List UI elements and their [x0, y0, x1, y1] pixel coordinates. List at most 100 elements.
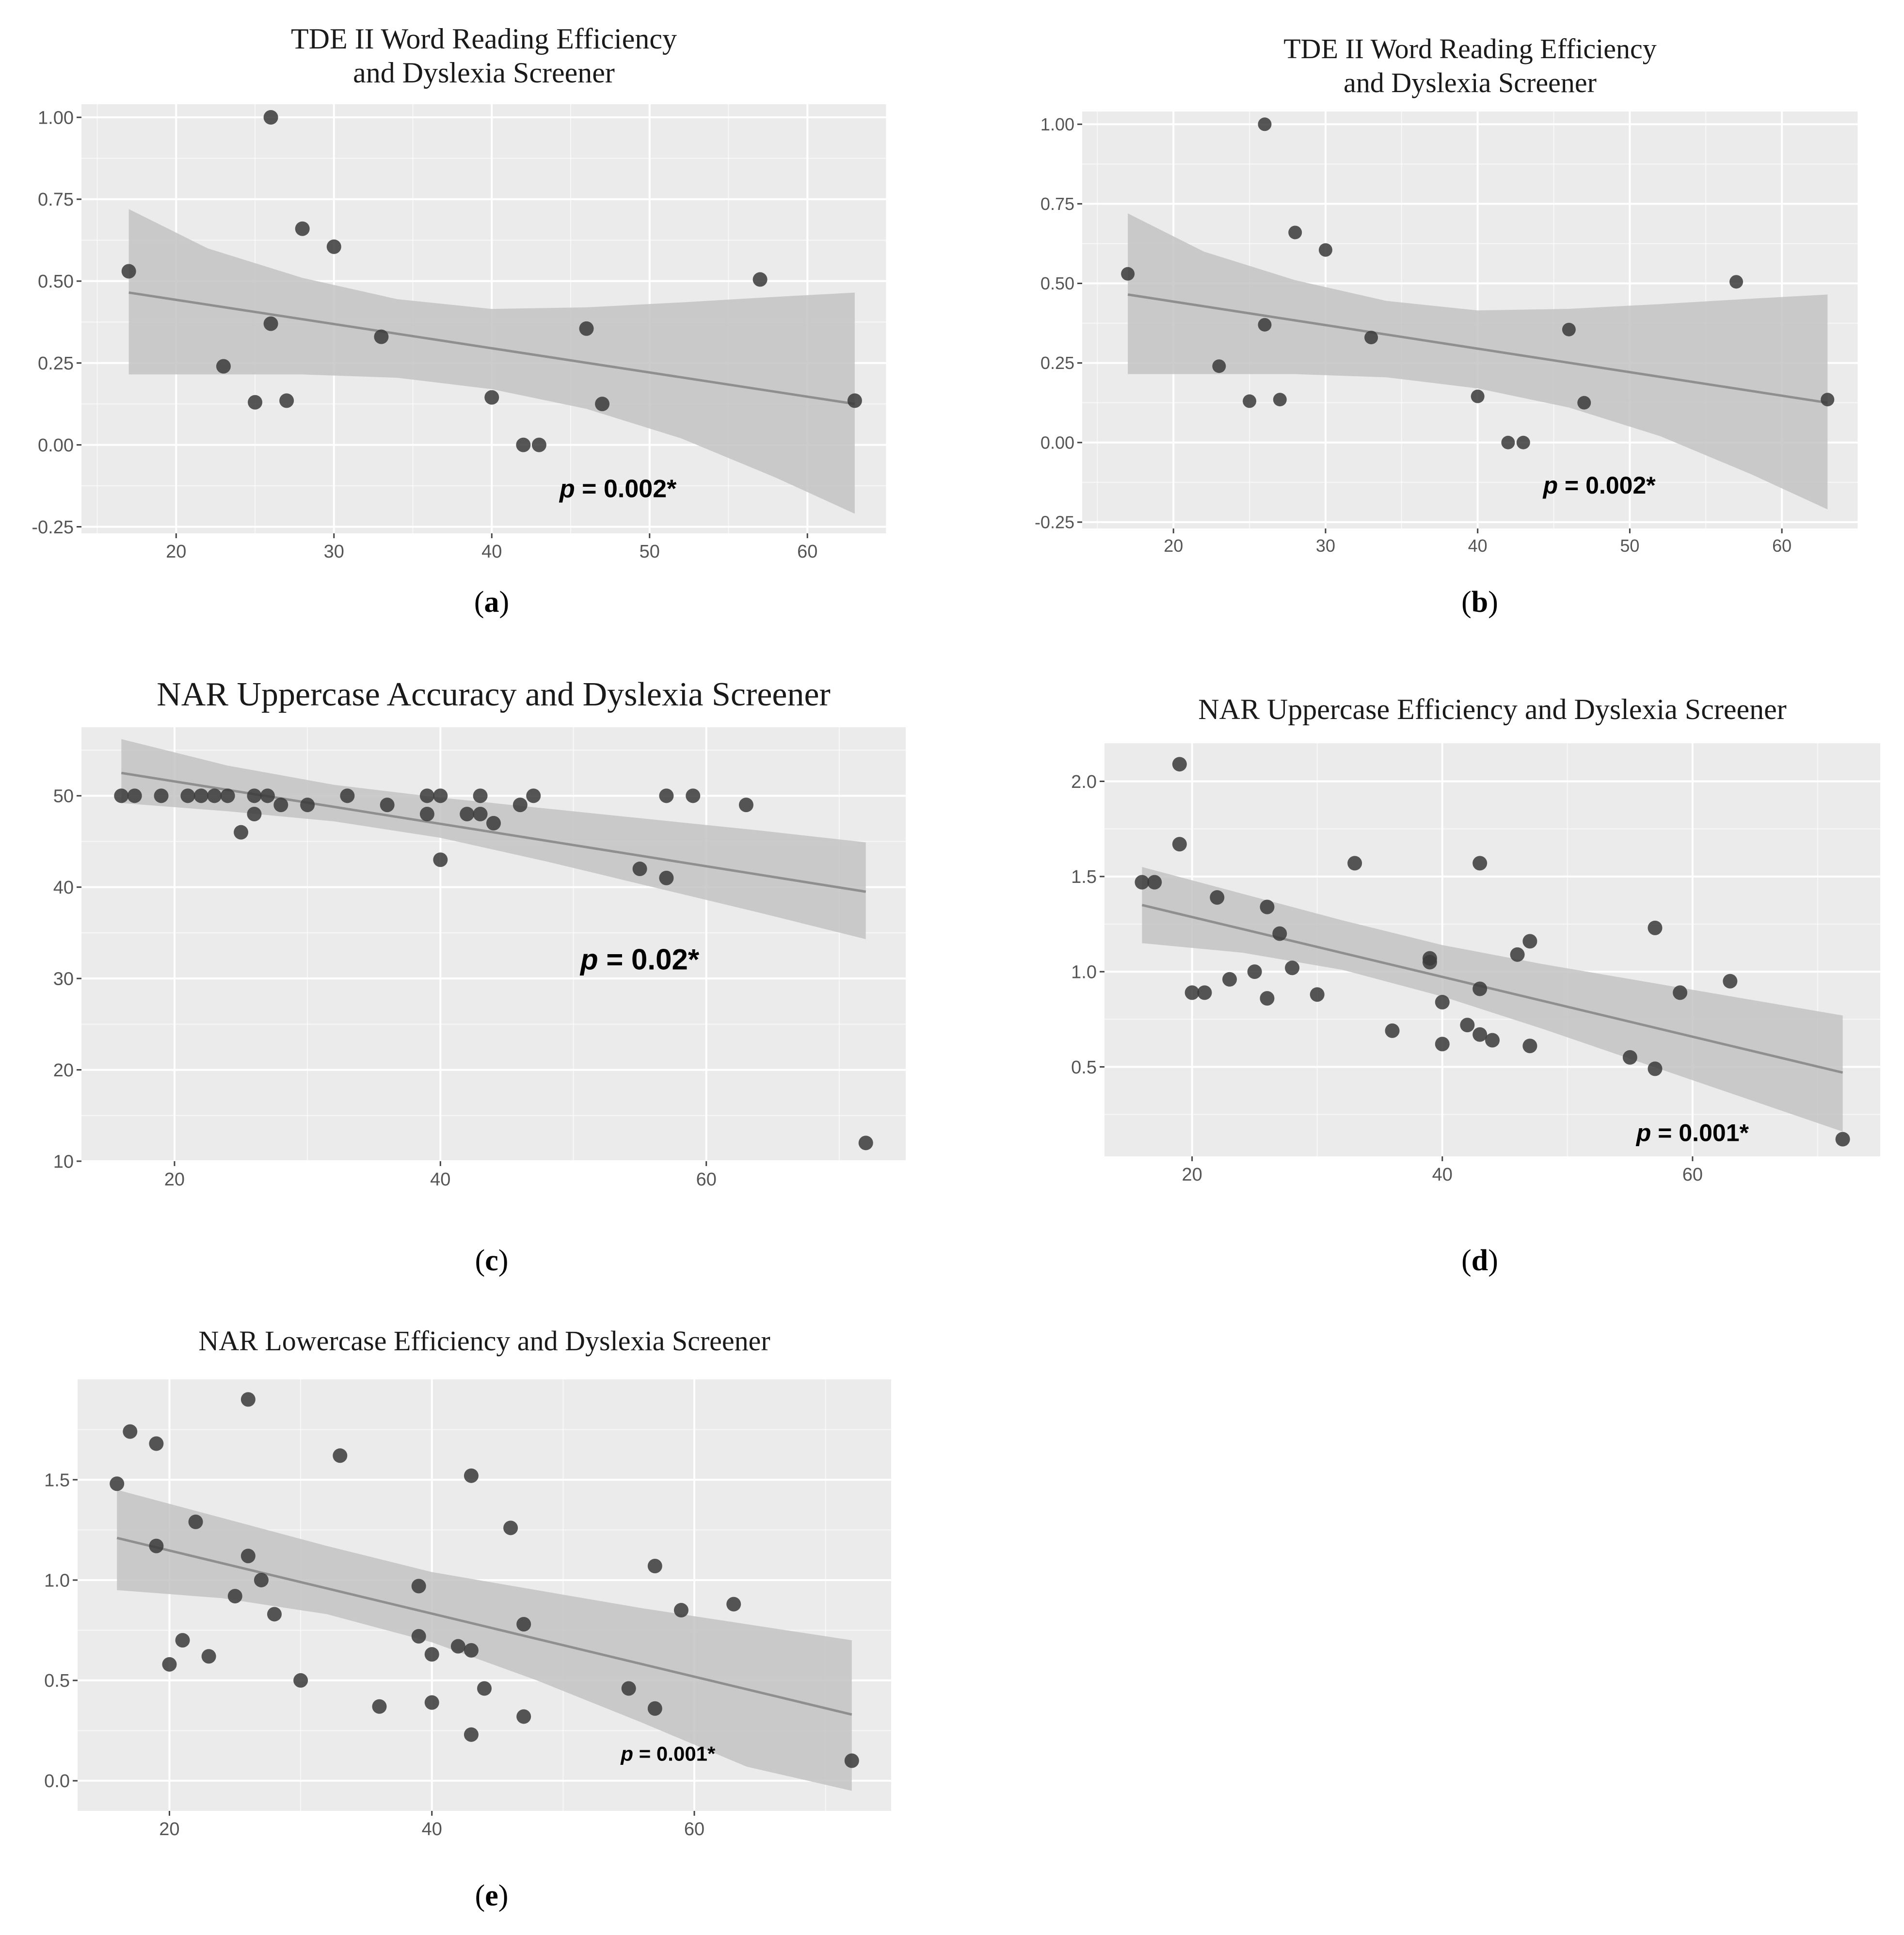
panel-caption-d: (d) — [1461, 1244, 1498, 1277]
data-point — [433, 852, 448, 867]
regression-line — [121, 771, 866, 893]
confidence-ribbon — [1142, 867, 1843, 1132]
data-point — [647, 1701, 662, 1716]
data-point — [1821, 393, 1835, 407]
data-point — [240, 1392, 256, 1407]
x-tick-label: 20 — [164, 1169, 185, 1190]
caption-close: ) — [1488, 1244, 1498, 1277]
y-tick-label: 50 — [53, 786, 74, 807]
caption-open: ( — [475, 1244, 485, 1277]
data-point — [293, 1673, 308, 1688]
y-tick-label: 1.00 — [38, 108, 74, 128]
p-value-text: = 0.02* — [598, 943, 700, 975]
data-point — [273, 798, 288, 813]
confidence-ribbon — [128, 209, 855, 514]
data-point — [1516, 435, 1530, 449]
data-point — [1172, 757, 1187, 772]
p-value-annotation: p = 0.02* — [579, 943, 700, 975]
data-point — [516, 1617, 531, 1632]
confidence-ribbon — [121, 739, 866, 940]
data-point — [464, 1468, 479, 1483]
data-point — [1247, 964, 1262, 979]
x-tick-label: 40 — [481, 542, 502, 562]
data-point — [110, 1476, 125, 1491]
x-tick-label: 20 — [166, 542, 186, 562]
p-value-annotation: p = 0.002* — [1542, 472, 1656, 499]
data-point — [1435, 994, 1450, 1009]
panel-caption-b: (b) — [1461, 586, 1498, 619]
data-point — [647, 1558, 662, 1573]
p-symbol: p — [559, 475, 575, 503]
data-point — [752, 272, 768, 287]
data-point — [180, 788, 195, 803]
y-tick-label: 1.5 — [44, 1470, 70, 1490]
data-point — [220, 788, 235, 803]
p-value-annotation: p = 0.002* — [559, 475, 677, 503]
x-tick-label: 20 — [159, 1819, 179, 1839]
data-point — [1648, 920, 1663, 935]
y-tick-label: 10 — [53, 1151, 74, 1172]
plot-background — [1104, 743, 1880, 1156]
data-point — [512, 798, 528, 813]
data-point — [1310, 987, 1325, 1002]
data-point — [240, 1549, 256, 1564]
data-point — [1835, 1132, 1850, 1147]
data-point — [1258, 318, 1272, 332]
chart-title: TDE II Word Reading Efficiency — [291, 23, 677, 55]
caption-letter: b — [1472, 586, 1488, 619]
data-point — [254, 1572, 269, 1587]
y-tick-label: 1.00 — [1040, 114, 1074, 134]
plot-background — [78, 1379, 891, 1811]
y-tick-label: 0.25 — [1040, 353, 1074, 373]
data-point — [1522, 1039, 1537, 1054]
caption-letter: c — [485, 1244, 498, 1277]
data-point — [516, 1709, 531, 1724]
data-point — [464, 1643, 479, 1658]
data-point — [477, 1681, 492, 1696]
data-point — [295, 221, 310, 236]
data-point — [1422, 955, 1437, 970]
data-point — [516, 437, 531, 452]
data-point — [248, 395, 263, 410]
data-point — [1648, 1061, 1663, 1076]
data-point — [1135, 875, 1150, 890]
data-point — [247, 807, 262, 821]
data-point — [1364, 331, 1378, 345]
p-value-text: = 0.001* — [633, 1743, 716, 1765]
chart-title: NAR Uppercase Accuracy and Dyslexia Scre… — [157, 676, 831, 713]
data-point — [411, 1629, 426, 1644]
data-point — [207, 788, 222, 803]
data-point — [1121, 267, 1135, 281]
data-point — [484, 390, 499, 405]
data-point — [659, 788, 674, 803]
data-point — [419, 788, 434, 803]
data-point — [1472, 981, 1488, 996]
data-point — [450, 1639, 465, 1654]
data-point — [1485, 1033, 1500, 1048]
data-point — [1472, 1027, 1488, 1042]
panel-caption-c: (c) — [475, 1244, 509, 1277]
data-point — [424, 1647, 439, 1662]
data-point — [486, 816, 501, 831]
data-point — [686, 788, 701, 803]
data-point — [433, 788, 448, 803]
data-point — [673, 1603, 688, 1618]
y-tick-label: 0.75 — [1040, 194, 1074, 214]
caption-open: ( — [1461, 1244, 1472, 1277]
data-point — [149, 1436, 164, 1451]
data-point — [473, 807, 488, 821]
data-point — [1622, 1050, 1637, 1065]
data-point — [234, 825, 249, 840]
data-point — [1197, 985, 1212, 1000]
data-point — [193, 788, 208, 803]
data-point — [1673, 985, 1688, 1000]
y-tick-label: 0.75 — [38, 190, 74, 210]
x-tick-label: 50 — [640, 542, 660, 562]
x-tick-label: 60 — [1772, 536, 1792, 556]
chart-title: and Dyslexia Screener — [1344, 67, 1597, 98]
data-point — [175, 1633, 190, 1648]
caption-open: ( — [475, 1879, 485, 1912]
x-tick-label: 50 — [1620, 536, 1639, 556]
regression-line — [1127, 293, 1828, 404]
